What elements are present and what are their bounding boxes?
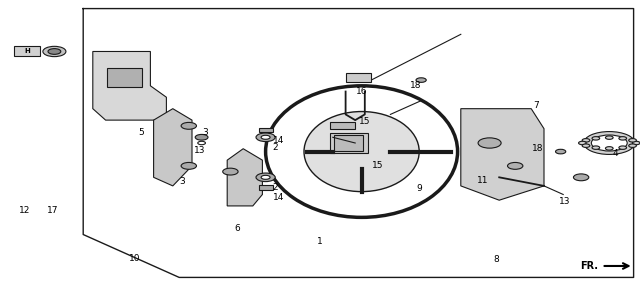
- Circle shape: [256, 173, 275, 182]
- Circle shape: [592, 146, 600, 149]
- Circle shape: [573, 174, 589, 181]
- Text: 2: 2: [273, 143, 278, 152]
- Text: 10: 10: [129, 254, 140, 263]
- Circle shape: [478, 138, 501, 148]
- Text: 12: 12: [19, 206, 30, 215]
- Text: 5: 5: [138, 128, 143, 138]
- Circle shape: [195, 134, 208, 140]
- Circle shape: [256, 133, 275, 142]
- Circle shape: [416, 78, 426, 82]
- Text: 13: 13: [559, 197, 570, 206]
- FancyBboxPatch shape: [259, 128, 273, 132]
- FancyBboxPatch shape: [346, 73, 371, 82]
- Text: 3: 3: [202, 128, 207, 138]
- Text: 4: 4: [613, 148, 618, 158]
- Text: 18: 18: [532, 144, 543, 153]
- Polygon shape: [93, 51, 166, 120]
- Circle shape: [261, 135, 270, 139]
- Text: 3: 3: [180, 177, 185, 186]
- Text: 6: 6: [234, 224, 239, 233]
- Circle shape: [43, 46, 66, 57]
- Text: 17: 17: [47, 206, 58, 215]
- Text: 16: 16: [356, 87, 367, 96]
- Text: 7: 7: [534, 101, 539, 110]
- Ellipse shape: [304, 112, 419, 192]
- Circle shape: [605, 147, 613, 150]
- Circle shape: [181, 162, 196, 169]
- Circle shape: [605, 136, 613, 139]
- Text: 18: 18: [410, 81, 422, 90]
- Circle shape: [508, 162, 523, 169]
- Circle shape: [592, 137, 600, 140]
- Circle shape: [198, 141, 205, 145]
- Circle shape: [181, 122, 196, 129]
- Circle shape: [582, 139, 590, 142]
- FancyBboxPatch shape: [330, 122, 355, 129]
- Circle shape: [628, 144, 636, 147]
- Text: 15: 15: [372, 161, 383, 170]
- Polygon shape: [461, 109, 544, 200]
- Circle shape: [223, 168, 238, 175]
- Text: 8: 8: [493, 255, 499, 264]
- Text: 14: 14: [273, 136, 284, 145]
- Circle shape: [582, 144, 590, 147]
- Text: FR.: FR.: [580, 261, 598, 271]
- Polygon shape: [227, 149, 262, 206]
- Text: 2: 2: [273, 183, 278, 192]
- Circle shape: [619, 137, 627, 140]
- Text: 14: 14: [273, 193, 284, 202]
- Text: 9: 9: [417, 184, 422, 193]
- FancyBboxPatch shape: [330, 133, 368, 153]
- Text: 11: 11: [477, 176, 489, 185]
- Circle shape: [556, 149, 566, 154]
- Circle shape: [619, 146, 627, 149]
- FancyBboxPatch shape: [259, 185, 273, 190]
- Circle shape: [591, 135, 627, 151]
- Polygon shape: [154, 109, 192, 186]
- Circle shape: [584, 132, 635, 154]
- Circle shape: [628, 139, 636, 142]
- Circle shape: [579, 141, 586, 145]
- Circle shape: [261, 175, 270, 179]
- Text: 13: 13: [194, 146, 205, 155]
- Text: 1: 1: [317, 237, 323, 246]
- FancyBboxPatch shape: [14, 46, 40, 57]
- Circle shape: [632, 141, 640, 145]
- Text: H: H: [24, 49, 29, 54]
- FancyBboxPatch shape: [108, 68, 143, 86]
- Circle shape: [48, 49, 61, 54]
- Text: 15: 15: [359, 117, 371, 126]
- FancyBboxPatch shape: [335, 135, 364, 151]
